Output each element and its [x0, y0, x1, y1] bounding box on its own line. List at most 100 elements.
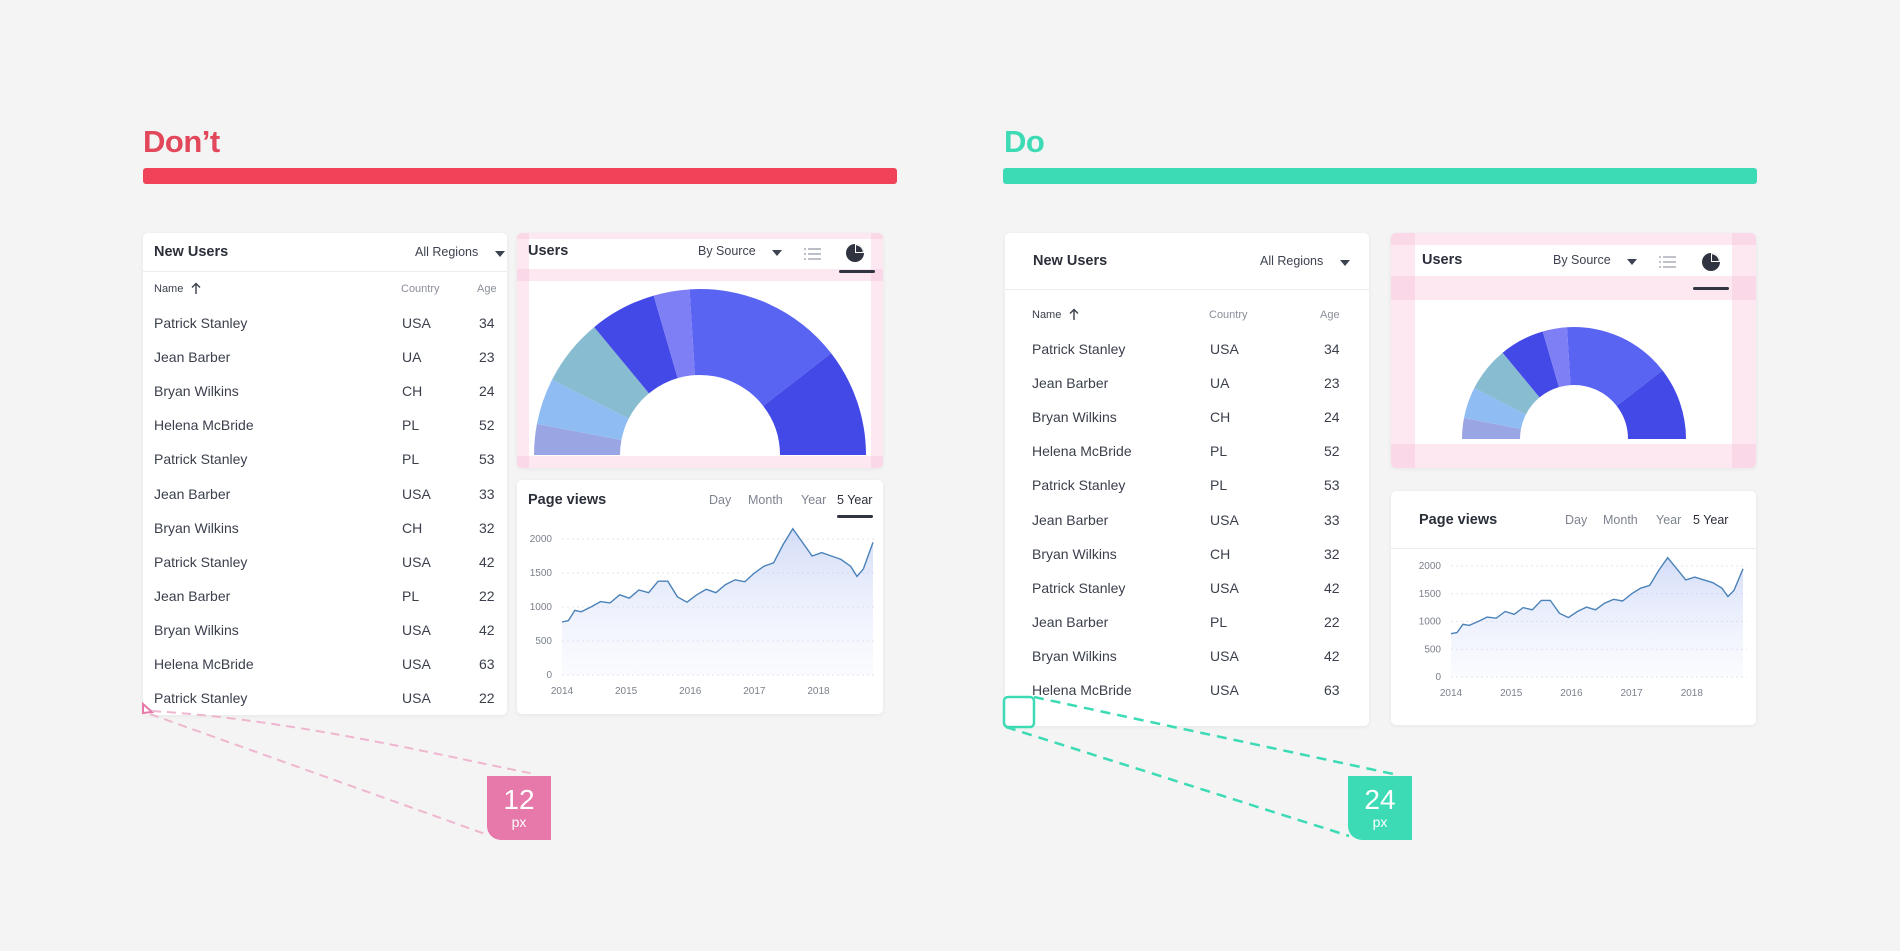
x-tick-label: 2018 [807, 686, 830, 697]
spacing-badge: 24 px [1348, 776, 1412, 840]
tab-year[interactable]: Year [801, 493, 827, 507]
area-fill [1451, 557, 1743, 677]
cell-country: USA [402, 485, 431, 502]
donut-slice-5[interactable] [689, 289, 832, 406]
cell-name: Jean Barber [154, 349, 231, 366]
page-views-card: Page views Day Month Year 5 Year 0 500 100… [1391, 491, 1756, 725]
source-dropdown[interactable]: By Source [698, 244, 782, 262]
x-tick-label: 2015 [1500, 688, 1523, 699]
donut-slice-6[interactable] [763, 353, 866, 455]
spacing-overlay-right [871, 233, 883, 468]
y-tick-label: 500 [535, 636, 552, 647]
donut-slice-2[interactable] [552, 327, 650, 419]
cell-name: Patrick Stanley [1032, 579, 1126, 596]
pie-chart-icon[interactable] [845, 243, 865, 263]
column-header-country[interactable]: Country [1209, 309, 1248, 321]
cell-name: Bryan Wilkins [1032, 409, 1117, 426]
page-views-chart: 0 500 1000 1500 2000 2014 2015 2016 2017 2018 [530, 527, 877, 697]
cell-name: Helena McBride [154, 417, 254, 434]
spacing-overlay-top [517, 233, 883, 239]
donut-slice-3[interactable] [1502, 331, 1559, 398]
donut-slice-3[interactable] [594, 295, 678, 394]
cell-name: Jean Barber [1032, 375, 1109, 392]
list-view-icon[interactable] [804, 247, 822, 261]
area-fill [562, 528, 873, 675]
cell-age: 24 [1324, 409, 1340, 426]
tab-underline [837, 515, 873, 518]
tab-day[interactable]: Day [709, 493, 732, 507]
cell-name: Helena McBride [1032, 682, 1132, 698]
header-divider [143, 271, 507, 272]
caret-down-icon [772, 250, 782, 256]
cell-country: USA [402, 553, 431, 570]
donut-slice-1[interactable] [1463, 388, 1526, 429]
series-line[interactable] [561, 527, 874, 623]
spacing-overlay-left [517, 233, 529, 468]
column-header-name[interactable]: Name [1032, 308, 1079, 321]
region-dropdown[interactable]: All Regions [1260, 254, 1350, 272]
tab-month[interactable]: Month [1603, 513, 1638, 527]
column-header-country[interactable]: Country [401, 283, 440, 295]
region-dropdown[interactable]: All Regions [415, 245, 505, 263]
y-tick-label: 1000 [530, 602, 553, 613]
cell-name: Helena McBride [154, 656, 254, 672]
new-users-card: New Users All Regions Name Country Age P… [1005, 233, 1369, 726]
cell-name: Patrick Stanley [154, 315, 248, 331]
tab-year[interactable]: Year [1656, 513, 1682, 527]
cell-age: 32 [479, 519, 495, 536]
tab-5-year[interactable]: 5 Year [1693, 513, 1729, 527]
spacing-unit: px [1372, 814, 1388, 830]
donut-slice-0[interactable] [1462, 418, 1521, 439]
column-header-age[interactable]: Age [1320, 309, 1340, 321]
cell-age: 22 [479, 690, 495, 707]
cell-age: 63 [479, 656, 495, 672]
series-line[interactable] [1450, 556, 1744, 635]
spacing-overlay-right [1732, 233, 1756, 468]
y-tick-label: 1500 [530, 568, 553, 579]
donut-slice-1[interactable] [536, 379, 629, 441]
dont-heading: Don’t [143, 124, 220, 159]
tab-5-year[interactable]: 5 Year [837, 493, 873, 507]
x-tick-label: 2017 [1620, 688, 1643, 699]
x-tick-label: 2015 [615, 686, 638, 697]
dropdown-label: By Source [1553, 253, 1611, 267]
cell-country: PL [1210, 613, 1228, 630]
cell-age: 42 [479, 621, 495, 638]
cell-country: CH [1210, 409, 1231, 426]
view-toggle-underline [839, 270, 875, 273]
cell-age: 32 [1324, 545, 1340, 562]
donut-slice-0[interactable] [534, 423, 622, 455]
header-divider [1391, 548, 1756, 549]
spacing-overlay-mid [517, 269, 883, 281]
view-toggle-underline [1693, 287, 1729, 290]
cell-age: 33 [1324, 511, 1340, 528]
column-header-name[interactable]: Name [154, 282, 201, 295]
donut-slice-5[interactable] [1566, 327, 1663, 406]
dropdown-label: By Source [698, 244, 756, 258]
cell-age: 63 [1324, 682, 1340, 698]
cell-age: 33 [479, 485, 495, 502]
cell-country: CH [1210, 545, 1231, 562]
cell-country: PL [1210, 477, 1228, 494]
new-users-card: New Users All Regions Name Country Age P… [143, 233, 507, 715]
pie-chart-icon[interactable] [1701, 252, 1721, 272]
donut-slice-2[interactable] [1474, 352, 1540, 415]
column-header-age[interactable]: Age [477, 283, 497, 295]
list-view-icon[interactable] [1659, 255, 1677, 269]
y-tick-label: 2000 [1419, 561, 1442, 572]
donut-slice-4[interactable] [1542, 327, 1571, 388]
page-views-chart: 0 500 1000 1500 2000 2014 2015 2016 2017 2018 [1419, 556, 1747, 699]
caret-down-icon [1340, 260, 1350, 266]
cell-age: 22 [479, 587, 495, 604]
y-tick-label: 1500 [1419, 589, 1442, 600]
donut-slice-4[interactable] [653, 289, 695, 379]
card-title: New Users [1033, 253, 1108, 269]
tab-month[interactable]: Month [748, 493, 783, 507]
cell-name: Patrick Stanley [1032, 477, 1126, 494]
cell-name: Jean Barber [1032, 511, 1109, 528]
x-tick-label: 2017 [743, 686, 766, 697]
caret-down-icon [1627, 259, 1637, 265]
donut-slice-6[interactable] [1616, 370, 1686, 439]
source-dropdown[interactable]: By Source [1553, 253, 1637, 271]
tab-day[interactable]: Day [1565, 513, 1588, 527]
